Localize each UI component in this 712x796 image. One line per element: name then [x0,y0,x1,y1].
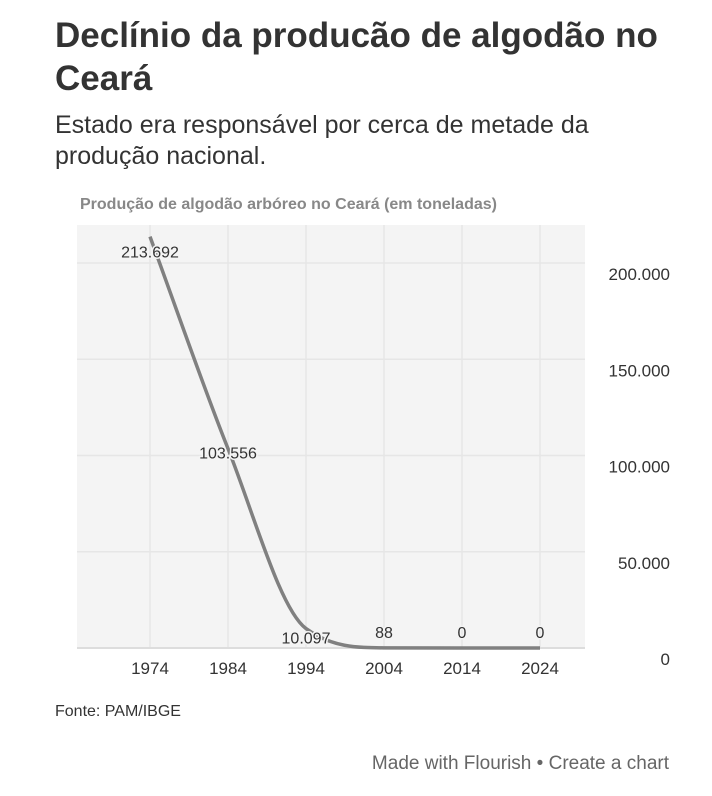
x-tick-label: 1984 [209,659,247,678]
page-title: Declínio da producão de algodão no Ceará [55,16,658,98]
y-tick-label: 50.000 [618,554,670,573]
line-chart: 1974 1984 1994 2004 2014 2024 0 50.000 100.000 15… [77,225,670,678]
data-label: 0 [458,625,467,642]
flourish-footer: Made with Flourish • Create a chart [372,753,669,775]
plot-area [77,225,585,648]
y-tick-label: 0 [661,650,670,669]
data-label: 103.556 [199,446,257,463]
y-tick-label: 100.000 [609,458,670,477]
source-note: Fonte: PAM/IBGE [55,703,181,720]
x-tick-label: 1974 [131,659,169,678]
y-tick-label: 150.000 [609,361,670,380]
y-tick-label: 200.000 [609,265,670,284]
data-label: 10.097 [282,631,331,648]
x-tick-label: 1994 [287,659,325,678]
data-label: 88 [375,625,393,642]
x-tick-label: 2024 [521,659,559,678]
data-label: 0 [536,625,545,642]
subtitle: Estado era responsável por cerca de meta… [55,111,589,170]
series-line [148,236,540,650]
chart-title: Produção de algodão arbóreo no Ceará (em… [80,196,497,213]
separator: • [531,753,549,774]
data-label: 213.692 [121,245,179,262]
made-with-flourish-link[interactable]: Made with Flourish [371,753,532,774]
create-chart-link[interactable]: Create a chart [548,753,669,774]
x-tick-label: 2014 [443,659,481,678]
x-tick-label: 2004 [365,659,403,678]
